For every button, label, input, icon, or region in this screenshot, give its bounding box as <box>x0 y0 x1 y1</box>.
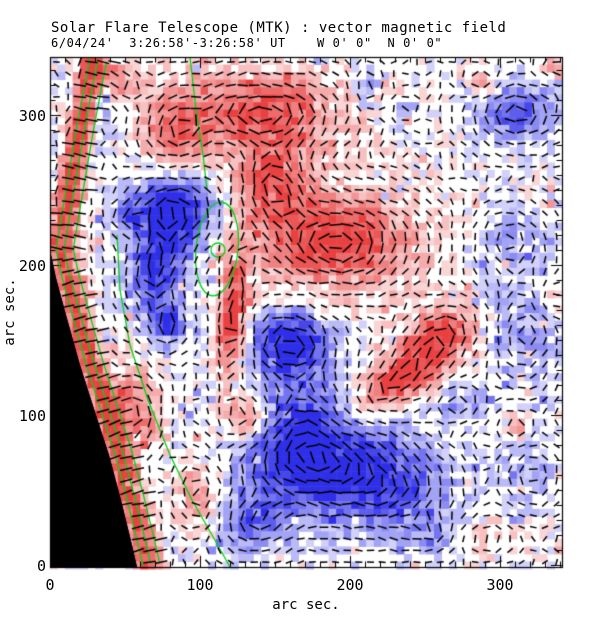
x-tick-label: 200 <box>336 576 364 594</box>
x-tick-label: 0 <box>45 576 55 594</box>
x-axis-title: arc sec. <box>272 597 340 613</box>
x-tick-label: 300 <box>486 576 514 594</box>
y-axis-title: arc sec. <box>2 278 18 346</box>
x-tick-label: 100 <box>186 576 214 594</box>
y-tick-label: 200 <box>18 257 46 275</box>
y-tick-label: 100 <box>18 407 46 425</box>
y-tick-label: 300 <box>18 107 46 125</box>
plot-title: Solar Flare Telescope (MTK) : vector mag… <box>51 20 507 36</box>
y-tick-label: 0 <box>36 557 46 575</box>
plot-subtitle: 6/04/24' 3:26:58'-3:26:58' UT W 0' 0" N … <box>51 36 443 50</box>
